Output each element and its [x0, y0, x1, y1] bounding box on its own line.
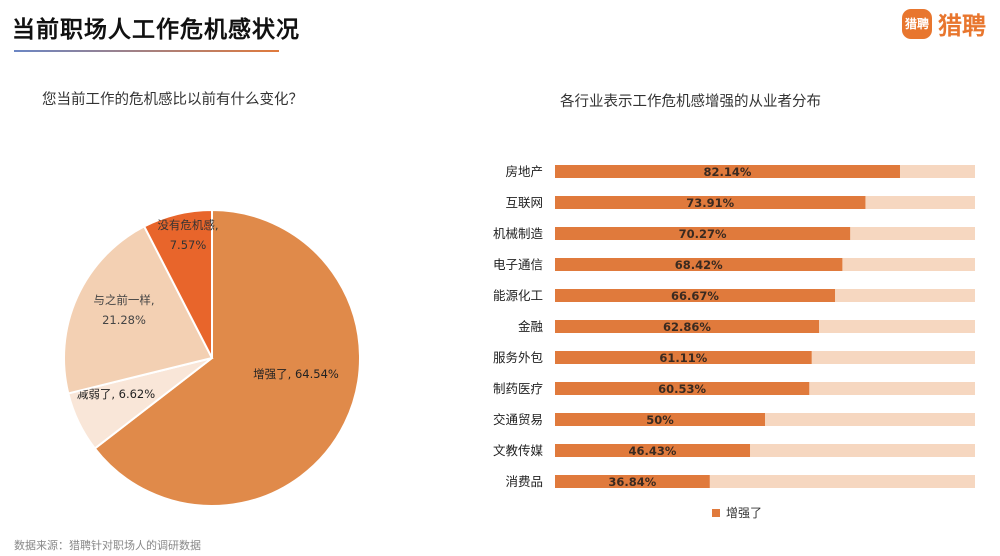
bar-value-label: 61.11%	[659, 351, 707, 365]
pie-slice-label: 增强了, 64.54%	[253, 367, 339, 381]
data-source: 数据来源：猎聘针对职场人的调研数据	[14, 539, 201, 552]
pie-slice-value: 21.28%	[102, 313, 146, 327]
bar-category-label: 机械制造	[493, 226, 544, 241]
bar	[555, 444, 751, 457]
bar-value-label: 60.53%	[658, 382, 706, 396]
bar-value-label: 68.42%	[675, 258, 723, 272]
pie-slice	[142, 208, 213, 359]
pie-slice	[93, 208, 361, 507]
bar	[555, 382, 810, 395]
bar	[555, 320, 820, 333]
bar-category-label: 互联网	[505, 195, 543, 210]
bar	[555, 413, 765, 426]
bar-category-label: 交通贸易	[493, 412, 543, 427]
bar	[555, 165, 900, 178]
bar-category-label: 金融	[518, 319, 544, 334]
bar-value-label: 82.14%	[704, 165, 752, 179]
bar	[555, 289, 836, 302]
bar	[555, 475, 710, 488]
bar-category-label: 制药医疗	[493, 381, 543, 396]
logo-text: 猎聘	[938, 12, 986, 40]
bar-value-label: 70.27%	[679, 227, 727, 241]
bar-value-label: 66.67%	[671, 289, 719, 303]
pie-slice-value: 7.57%	[170, 238, 207, 252]
legend-label: 增强了	[726, 506, 763, 520]
bar-category-label: 电子通信	[493, 257, 543, 272]
bar-value-label: 46.43%	[629, 444, 677, 458]
bar-category-label: 文教传媒	[493, 443, 544, 458]
pie-slice	[63, 225, 214, 395]
bar-category-label: 消费品	[505, 474, 543, 489]
bar	[555, 196, 866, 209]
pie-chart-title: 您当前工作的危机感比以前有什么变化？	[42, 92, 303, 108]
bar-category-label: 房地产	[505, 164, 543, 179]
bar-chart-title: 各行业表示工作危机感增强的从业者分布	[560, 94, 821, 110]
bar-value-label: 62.86%	[663, 320, 711, 334]
bar-value-label: 73.91%	[686, 196, 734, 210]
pie-slice-label: 与之前一样,	[93, 293, 154, 307]
bar-legend: 增强了	[712, 504, 762, 521]
bar-category-label: 服务外包	[493, 350, 543, 365]
bar	[555, 227, 851, 240]
title-underline	[14, 50, 279, 52]
bar	[555, 351, 812, 364]
bar-category-label: 能源化工	[493, 288, 543, 303]
legend-swatch	[712, 508, 720, 517]
logo: 猎聘 猎聘	[902, 6, 986, 41]
pie-slice-label: 减弱了, 6.62%	[77, 387, 155, 401]
bar-value-label: 50%	[646, 413, 674, 427]
logo-badge-icon: 猎聘	[902, 8, 932, 39]
bar-value-label: 36.84%	[608, 475, 656, 489]
page-title: 当前职场人工作危机感状况	[12, 17, 300, 43]
pie-slice-label: 没有危机感,	[157, 218, 218, 232]
bar	[555, 258, 843, 271]
